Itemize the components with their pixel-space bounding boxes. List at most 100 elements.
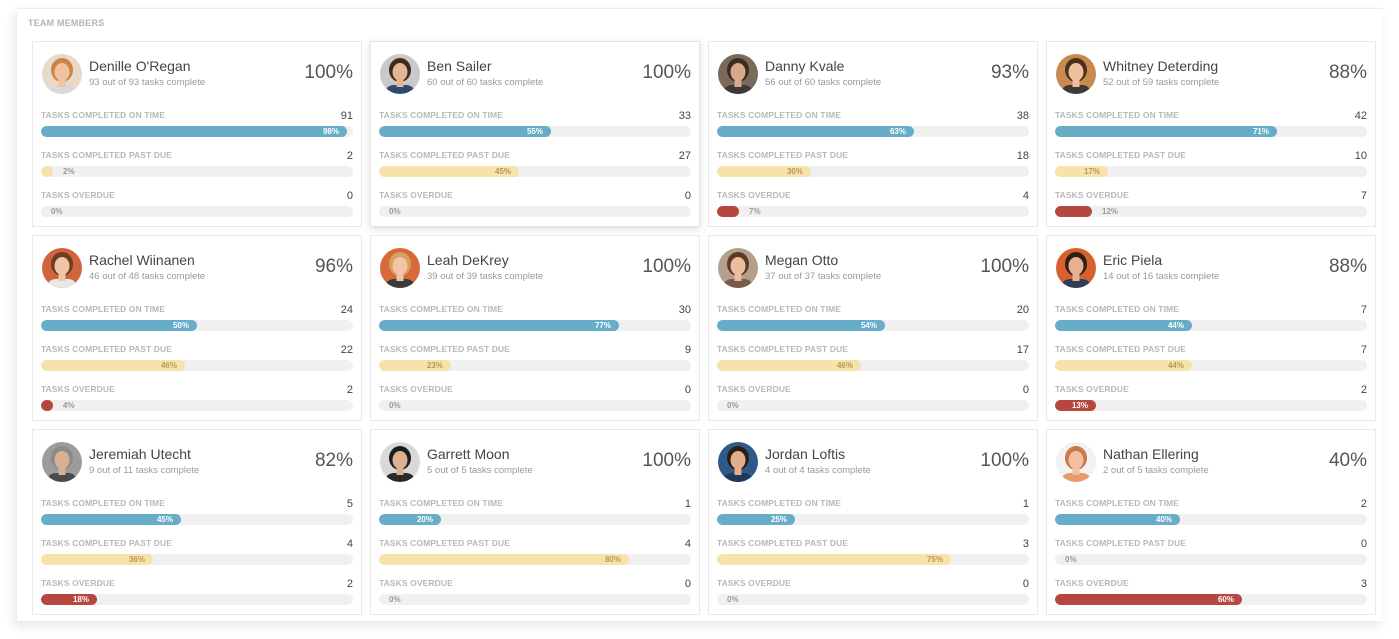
metric-on-time: TASKS COMPLETED ON TIME 5 45% (41, 494, 353, 534)
metric-count: 0 (684, 384, 691, 396)
metric-label: TASKS OVERDUE (1055, 190, 1129, 200)
progress-track: 45% (41, 514, 353, 525)
member-name[interactable]: Whitney Deterding (1103, 58, 1219, 74)
metric-count: 7 (1360, 190, 1367, 202)
metric-on-time: TASKS COMPLETED ON TIME 1 25% (717, 494, 1029, 534)
progress-track: 25% (717, 514, 1029, 525)
member-name[interactable]: Megan Otto (765, 252, 839, 268)
progress-fill (1055, 126, 1277, 137)
progress-percent-label: 54% (860, 321, 877, 330)
member-task-summary: 52 out of 59 tasks complete (1103, 77, 1220, 88)
avatar[interactable] (42, 442, 82, 482)
progress-fill (41, 400, 53, 411)
member-card-9[interactable]: Garrett Moon 5 out of 5 tasks complete 1… (370, 429, 700, 615)
metric-count: 42 (1354, 110, 1367, 122)
avatar[interactable] (380, 442, 420, 482)
metric-label: TASKS OVERDUE (717, 578, 791, 588)
member-name[interactable]: Danny Kvale (765, 58, 845, 74)
metric-on-time: TASKS COMPLETED ON TIME 20 54% (717, 300, 1029, 340)
metric-past-due: TASKS COMPLETED PAST DUE 3 75% (717, 534, 1029, 574)
metric-on-time: TASKS COMPLETED ON TIME 2 40% (1055, 494, 1367, 534)
avatar[interactable] (718, 248, 758, 288)
member-task-summary: 2 out of 5 tasks complete (1103, 465, 1209, 476)
member-card-11[interactable]: Nathan Ellering 2 out of 5 tasks complet… (1046, 429, 1376, 615)
metric-count: 2 (346, 384, 353, 396)
metric-label: TASKS COMPLETED PAST DUE (1055, 344, 1187, 354)
member-card-header: Denille O'Regan 93 out of 93 tasks compl… (41, 42, 353, 106)
progress-percent-label: 0% (1065, 555, 1077, 564)
progress-fill (41, 594, 97, 605)
metric-count: 5 (346, 498, 353, 510)
member-name[interactable]: Eric Piela (1103, 252, 1163, 268)
member-completion-percent: 100% (642, 450, 691, 471)
progress-percent-label: 0% (389, 595, 401, 604)
member-name[interactable]: Jordan Loftis (765, 446, 846, 462)
progress-fill (717, 554, 951, 565)
member-completion-percent: 100% (642, 256, 691, 277)
progress-track: 7% (717, 206, 1029, 217)
member-name[interactable]: Nathan Ellering (1103, 446, 1199, 462)
member-card-10[interactable]: Jordan Loftis 4 out of 4 tasks complete … (708, 429, 1038, 615)
progress-fill (717, 514, 795, 525)
progress-percent-label: 75% (926, 555, 943, 564)
member-name[interactable]: Denille O'Regan (89, 58, 191, 74)
progress-track: 23% (379, 360, 691, 371)
metric-count: 2 (1360, 384, 1367, 396)
member-card-7[interactable]: Eric Piela 14 out of 16 tasks complete 8… (1046, 235, 1376, 421)
metric-label: TASKS COMPLETED ON TIME (41, 304, 165, 314)
avatar-photo-icon (1056, 248, 1096, 288)
member-card-8[interactable]: Jeremiah Utecht 9 out of 11 tasks comple… (32, 429, 362, 615)
progress-fill (379, 126, 551, 137)
progress-percent-label: 36% (128, 555, 145, 564)
metric-overdue: TASKS OVERDUE 3 60% (1055, 574, 1367, 614)
member-name[interactable]: Garrett Moon (427, 446, 510, 462)
avatar[interactable] (1056, 248, 1096, 288)
metric-label: TASKS OVERDUE (717, 384, 791, 394)
avatar[interactable] (380, 248, 420, 288)
avatar[interactable] (42, 54, 82, 94)
metric-label: TASKS COMPLETED ON TIME (1055, 110, 1179, 120)
metric-overdue: TASKS OVERDUE 0 0% (717, 574, 1029, 614)
metric-count: 0 (684, 578, 691, 590)
metric-on-time: TASKS COMPLETED ON TIME 1 20% (379, 494, 691, 534)
member-task-summary: 60 out of 60 tasks complete (427, 77, 544, 88)
member-card-2[interactable]: Danny Kvale 56 out of 60 tasks complete … (708, 41, 1038, 227)
avatar-photo-icon (1056, 54, 1096, 94)
member-name[interactable]: Jeremiah Utecht (89, 446, 191, 462)
member-card-header: Garrett Moon 5 out of 5 tasks complete 1… (379, 430, 691, 494)
member-card-header: Eric Piela 14 out of 16 tasks complete 8… (1055, 236, 1367, 300)
avatar[interactable] (380, 54, 420, 94)
member-task-summary: 93 out of 93 tasks complete (89, 77, 206, 88)
member-card-5[interactable]: Leah DeKrey 39 out of 39 tasks complete … (370, 235, 700, 421)
metric-overdue: TASKS OVERDUE 2 18% (41, 574, 353, 614)
member-name[interactable]: Rachel Wiinanen (89, 252, 195, 268)
avatar[interactable] (1056, 442, 1096, 482)
member-card-6[interactable]: Megan Otto 37 out of 37 tasks complete 1… (708, 235, 1038, 421)
metric-label: TASKS COMPLETED ON TIME (717, 304, 841, 314)
member-task-summary: 4 out of 4 tasks complete (765, 465, 871, 476)
member-card-1[interactable]: Ben Sailer 60 out of 60 tasks complete 1… (370, 41, 700, 227)
metric-past-due: TASKS COMPLETED PAST DUE 9 23% (379, 340, 691, 380)
team-member-grid: Denille O'Regan 93 out of 93 tasks compl… (32, 41, 1376, 615)
progress-percent-label: 13% (1071, 401, 1088, 410)
metric-count: 22 (340, 344, 353, 356)
metric-past-due: TASKS COMPLETED PAST DUE 4 80% (379, 534, 691, 574)
member-card-4[interactable]: Rachel Wiinanen 46 out of 48 tasks compl… (32, 235, 362, 421)
avatar[interactable] (718, 442, 758, 482)
avatar[interactable] (1056, 54, 1096, 94)
member-name[interactable]: Ben Sailer (427, 58, 492, 74)
progress-percent-label: 0% (727, 595, 739, 604)
avatar[interactable] (42, 248, 82, 288)
avatar-photo-icon (718, 248, 758, 288)
avatar[interactable] (718, 54, 758, 94)
progress-fill (1055, 206, 1092, 217)
member-name[interactable]: Leah DeKrey (427, 252, 509, 268)
metric-count: 1 (1022, 498, 1029, 510)
progress-track: 55% (379, 126, 691, 137)
metric-on-time: TASKS COMPLETED ON TIME 38 63% (717, 106, 1029, 146)
progress-track: 0% (41, 206, 353, 217)
member-card-0[interactable]: Denille O'Regan 93 out of 93 tasks compl… (32, 41, 362, 227)
member-card-header: Ben Sailer 60 out of 60 tasks complete 1… (379, 42, 691, 106)
member-card-3[interactable]: Whitney Deterding 52 out of 59 tasks com… (1046, 41, 1376, 227)
avatar-photo-icon (718, 442, 758, 482)
